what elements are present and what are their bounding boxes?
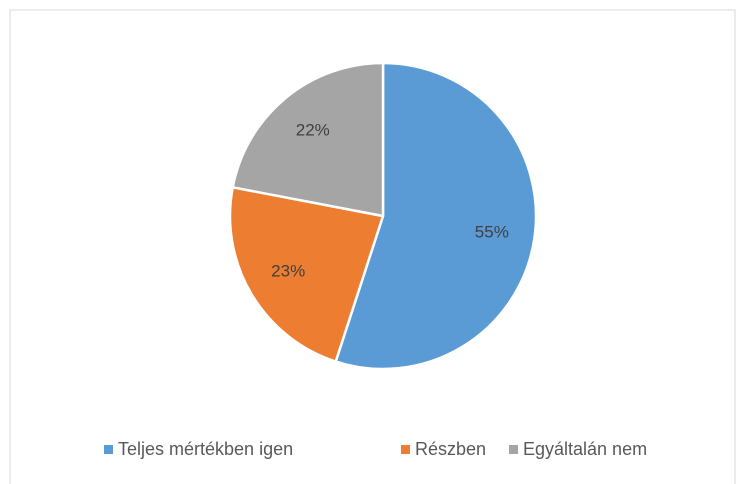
data-label: 22% [296,121,330,140]
legend-marker [104,445,113,454]
chart-frame [9,9,736,484]
legend-label: Részben [415,439,486,459]
data-label: 23% [271,262,305,281]
pie-slice [228,186,385,363]
pie-slice [334,61,538,371]
pie-slice [231,61,385,218]
legend-label: Teljes mértékben igen [118,439,293,459]
legend-marker [509,445,518,454]
legend-label: Egyáltalán nem [523,439,647,459]
legend-marker [401,445,410,454]
data-label: 55% [475,223,509,242]
